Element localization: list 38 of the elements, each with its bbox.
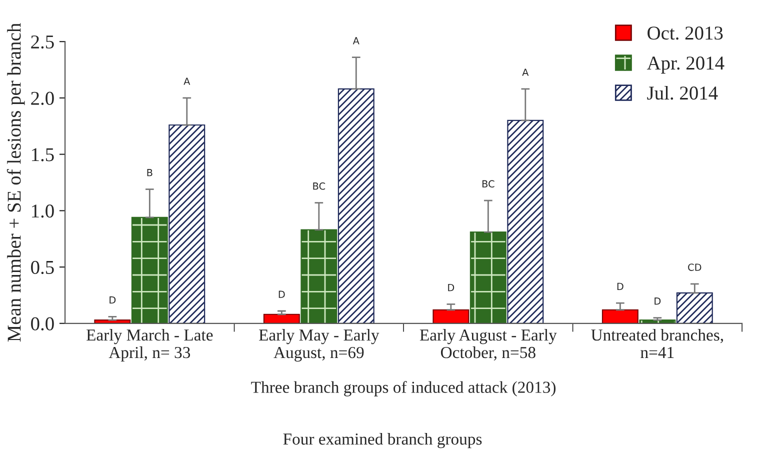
y-tick-label: 1.5	[32, 148, 54, 162]
bar	[602, 309, 638, 324]
annotation: D	[278, 290, 285, 298]
annotation: D	[110, 296, 116, 304]
bar	[263, 314, 300, 324]
annotation: BC	[482, 180, 494, 188]
bar	[507, 120, 544, 324]
x-tick-label: Untreated branches, n=41	[591, 328, 724, 358]
bar	[168, 124, 206, 324]
annotation: D	[617, 282, 624, 290]
y-tick-label: 1.0	[32, 204, 54, 218]
bar	[676, 292, 713, 324]
legend-label: Oct. 2013	[648, 26, 723, 40]
bar	[300, 229, 338, 324]
annotation: A	[184, 78, 190, 85]
annotation: D	[448, 284, 454, 292]
annotation: A	[522, 68, 529, 76]
y-tick-label: 0.5	[31, 260, 54, 274]
legend-label: Jul. 2014	[647, 86, 718, 100]
annotation: BC	[313, 182, 326, 190]
annotation: B	[147, 169, 152, 176]
x-tick-label: Early May - Early August, n=69	[258, 328, 380, 362]
bar	[432, 309, 470, 324]
annotation: CD	[688, 264, 702, 271]
x-tick-label: Early March - Late April, n= 33	[86, 328, 213, 362]
y-tick-label: 2.5	[31, 35, 54, 49]
annotation: A	[352, 37, 360, 44]
annotation: D	[654, 298, 661, 305]
bar	[131, 216, 168, 324]
x-axis-title: Three branch groups of induced attack (2013)	[251, 381, 556, 396]
y-tick-label: 2.0	[31, 92, 54, 105]
bar	[470, 232, 506, 324]
y-axis-title: Mean number + SE of lesions per branch	[6, 23, 25, 342]
text: Four examined branch groups	[283, 432, 482, 448]
legend-label: Apr. 2014	[646, 56, 724, 74]
y-tick-label: 0.0	[31, 317, 54, 330]
x-tick-label: Early August - Early October, n=58	[420, 328, 557, 361]
bar	[338, 88, 374, 324]
